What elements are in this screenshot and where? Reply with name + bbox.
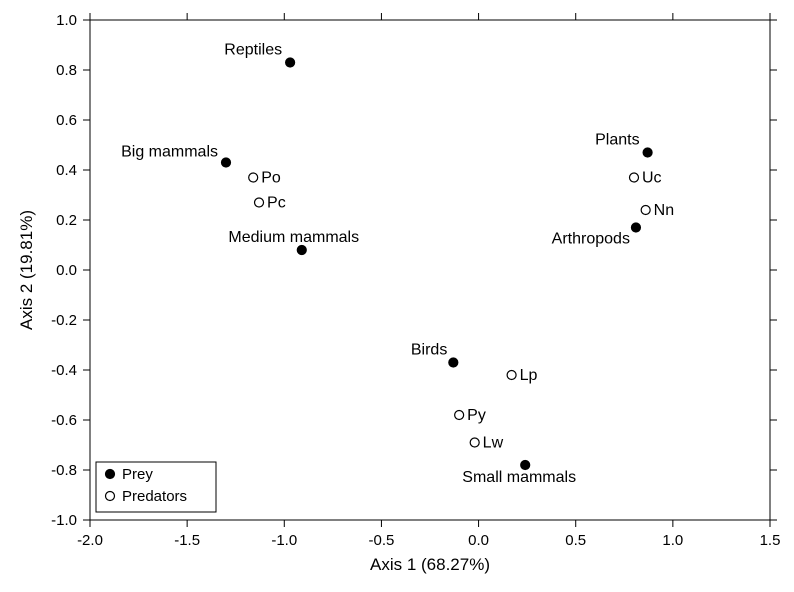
point-label: Medium mammals [228,229,359,246]
point-label: Uc [642,170,662,187]
x-tick-label: -0.5 [368,532,394,549]
prey-point [631,223,640,232]
x-tick-label: 0.5 [565,532,586,549]
legend-marker [106,470,115,479]
prey-point [286,58,295,67]
prey-point [297,246,306,255]
y-tick-label: 1.0 [56,12,77,29]
y-tick-label: -0.4 [51,362,77,379]
predator-point [249,173,258,182]
point-label: Big mammals [121,144,218,161]
x-tick-label: -1.5 [174,532,200,549]
legend-label: Prey [122,466,153,483]
y-tick-label: -0.6 [51,412,77,429]
predator-point [470,438,479,447]
y-axis-title: Axis 2 (19.81%) [17,210,36,330]
prey-point [449,358,458,367]
y-tick-label: -0.2 [51,312,77,329]
prey-point [222,158,231,167]
point-label: Nn [654,202,674,219]
point-label: Pc [267,195,286,212]
predator-point [255,198,264,207]
x-tick-label: -1.0 [271,532,297,549]
y-tick-label: 0.2 [56,212,77,229]
point-label: Lp [520,367,538,384]
y-tick-label: 0.8 [56,62,77,79]
point-label: Py [467,407,486,424]
x-axis-title: Axis 1 (68.27%) [370,555,490,574]
legend-label: Predators [122,488,187,505]
point-label: Arthropods [552,231,630,248]
y-tick-label: -0.8 [51,462,77,479]
prey-point [643,148,652,157]
predator-point [507,371,516,380]
legend-marker [106,492,115,501]
x-tick-label: -2.0 [77,532,103,549]
ordination-scatter-chart: -2.0 -1.5 -1.0 -0.5 0.0 0.5 1.0 1.5 -1.0 -0.8 -0.6… [0,0,794,592]
point-label: Lw [483,435,504,452]
x-tick-label: 1.0 [662,532,683,549]
x-tick-label: 0.0 [468,532,489,549]
point-label: Reptiles [224,42,282,59]
predator-point [641,206,650,215]
y-tick-label: 0.0 [56,262,77,279]
y-tick-label: 0.6 [56,112,77,129]
predator-point [455,411,464,420]
y-tick-label: -1.0 [51,512,77,529]
point-label: Birds [411,342,447,359]
point-label: Plants [595,132,639,149]
point-label: Po [261,170,281,187]
point-label: Small mammals [462,469,576,486]
predator-point [630,173,639,182]
plot-border [90,20,770,520]
y-tick-label: 0.4 [56,162,77,179]
x-tick-label: 1.5 [760,532,781,549]
